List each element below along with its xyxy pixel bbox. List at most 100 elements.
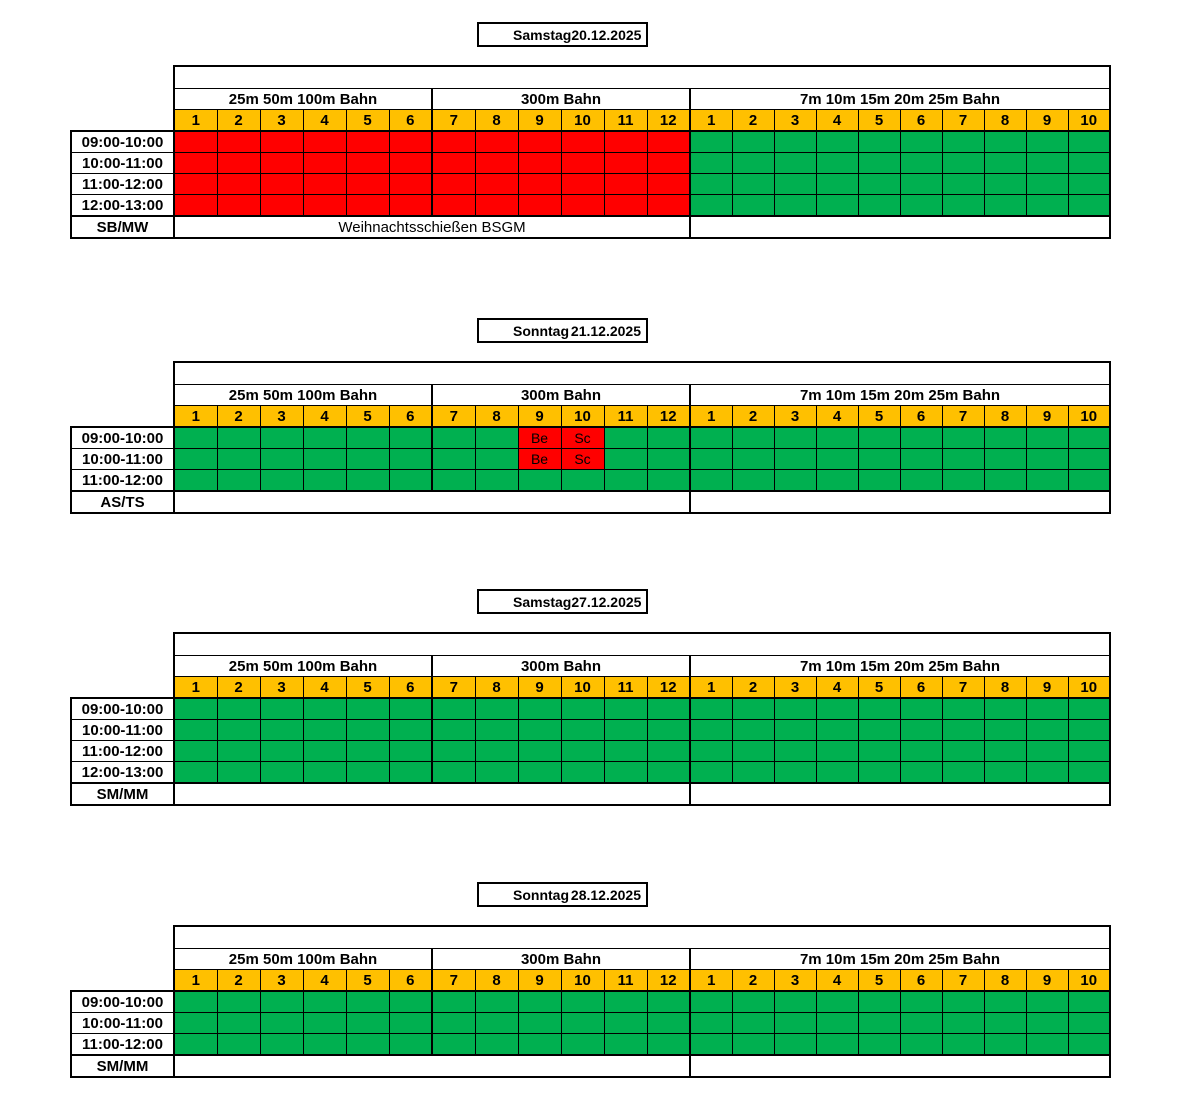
slot-cell[interactable] xyxy=(259,448,304,470)
slot-cell[interactable] xyxy=(941,426,985,449)
slot-cell[interactable] xyxy=(899,990,943,1013)
slot-cell[interactable] xyxy=(216,1012,261,1034)
slot-cell[interactable] xyxy=(773,719,817,741)
slot-cell[interactable] xyxy=(899,426,943,449)
slot-cell[interactable] xyxy=(173,740,218,762)
slot-cell[interactable] xyxy=(388,152,433,174)
slot-cell[interactable] xyxy=(1025,1033,1069,1056)
slot-cell[interactable] xyxy=(517,152,562,174)
slot-cell[interactable] xyxy=(345,697,390,720)
slot-cell[interactable] xyxy=(646,469,691,492)
slot-cell[interactable] xyxy=(857,740,901,762)
slot-cell[interactable] xyxy=(345,194,390,217)
slot-cell[interactable] xyxy=(603,697,648,720)
slot-cell[interactable] xyxy=(560,719,605,741)
slot-cell[interactable] xyxy=(345,761,390,784)
slot-cell[interactable] xyxy=(216,1033,261,1056)
slot-cell[interactable] xyxy=(1025,697,1069,720)
slot-cell[interactable] xyxy=(983,173,1027,195)
slot-cell[interactable] xyxy=(517,740,562,762)
slot-cell[interactable] xyxy=(431,469,476,492)
slot-cell[interactable] xyxy=(302,173,347,195)
slot-cell[interactable] xyxy=(899,740,943,762)
slot-cell[interactable] xyxy=(941,194,985,217)
slot-cell[interactable] xyxy=(646,719,691,741)
slot-cell[interactable] xyxy=(731,697,775,720)
slot-cell[interactable] xyxy=(773,426,817,449)
slot-cell[interactable] xyxy=(1067,990,1111,1013)
slot-cell[interactable] xyxy=(731,761,775,784)
slot-cell[interactable] xyxy=(302,469,347,492)
slot-cell[interactable] xyxy=(560,173,605,195)
slot-cell[interactable] xyxy=(345,740,390,762)
slot-cell[interactable] xyxy=(1025,194,1069,217)
slot-cell[interactable] xyxy=(259,990,304,1013)
slot-cell[interactable] xyxy=(603,719,648,741)
slot-cell[interactable] xyxy=(259,173,304,195)
slot-cell[interactable] xyxy=(216,173,261,195)
slot-cell[interactable] xyxy=(474,719,519,741)
slot-cell[interactable] xyxy=(474,152,519,174)
slot-cell[interactable] xyxy=(216,740,261,762)
slot-cell[interactable] xyxy=(431,740,476,762)
slot-cell[interactable] xyxy=(1067,1012,1111,1034)
slot-cell[interactable] xyxy=(1025,1012,1069,1034)
slot-cell[interactable] xyxy=(983,990,1027,1013)
slot-cell[interactable] xyxy=(1025,130,1069,153)
slot-cell[interactable] xyxy=(431,697,476,720)
slot-cell[interactable] xyxy=(388,990,433,1013)
slot-cell[interactable] xyxy=(983,761,1027,784)
slot-cell[interactable] xyxy=(815,719,859,741)
slot-cell[interactable] xyxy=(259,1033,304,1056)
slot-cell[interactable] xyxy=(517,719,562,741)
slot-cell[interactable] xyxy=(1025,448,1069,470)
slot-cell[interactable] xyxy=(474,990,519,1013)
slot-cell[interactable] xyxy=(689,426,733,449)
slot-cell[interactable] xyxy=(815,697,859,720)
slot-cell[interactable] xyxy=(302,194,347,217)
slot-cell[interactable] xyxy=(899,194,943,217)
slot-cell[interactable] xyxy=(431,1012,476,1034)
slot-cell[interactable] xyxy=(388,173,433,195)
slot-cell[interactable] xyxy=(983,426,1027,449)
slot-cell[interactable] xyxy=(941,719,985,741)
slot-cell[interactable] xyxy=(941,1012,985,1034)
slot-cell[interactable] xyxy=(216,990,261,1013)
slot-cell[interactable] xyxy=(388,719,433,741)
slot-cell[interactable] xyxy=(857,130,901,153)
slot-cell[interactable] xyxy=(1025,152,1069,174)
slot-cell[interactable] xyxy=(345,426,390,449)
slot-cell[interactable] xyxy=(216,130,261,153)
slot-cell[interactable] xyxy=(517,469,562,492)
slot-cell[interactable] xyxy=(259,152,304,174)
slot-cell[interactable] xyxy=(983,1033,1027,1056)
slot-cell[interactable] xyxy=(857,469,901,492)
slot-cell[interactable] xyxy=(1067,469,1111,492)
slot-cell[interactable] xyxy=(302,152,347,174)
slot-cell[interactable] xyxy=(983,448,1027,470)
slot-cell[interactable] xyxy=(560,130,605,153)
slot-cell[interactable] xyxy=(431,426,476,449)
slot-cell[interactable]: Be xyxy=(517,426,562,449)
slot-cell[interactable] xyxy=(517,173,562,195)
slot-cell[interactable] xyxy=(216,697,261,720)
slot-cell[interactable] xyxy=(302,990,347,1013)
slot-cell[interactable] xyxy=(899,152,943,174)
slot-cell[interactable] xyxy=(941,990,985,1013)
slot-cell[interactable] xyxy=(899,761,943,784)
slot-cell[interactable] xyxy=(474,448,519,470)
slot-cell[interactable] xyxy=(899,448,943,470)
slot-cell[interactable]: Be xyxy=(517,448,562,470)
slot-cell[interactable] xyxy=(173,1033,218,1056)
slot-cell[interactable] xyxy=(603,426,648,449)
slot-cell[interactable] xyxy=(899,469,943,492)
slot-cell[interactable] xyxy=(560,740,605,762)
slot-cell[interactable] xyxy=(603,448,648,470)
slot-cell[interactable] xyxy=(173,130,218,153)
slot-cell[interactable] xyxy=(857,448,901,470)
slot-cell[interactable] xyxy=(815,469,859,492)
slot-cell[interactable] xyxy=(560,152,605,174)
slot-cell[interactable] xyxy=(1067,740,1111,762)
slot-cell[interactable] xyxy=(983,1012,1027,1034)
slot-cell[interactable] xyxy=(731,740,775,762)
